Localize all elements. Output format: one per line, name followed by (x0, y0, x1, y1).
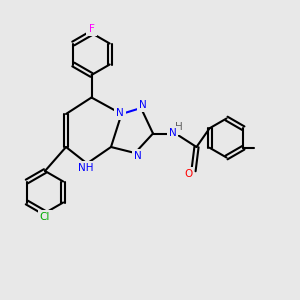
Text: NH: NH (78, 163, 93, 173)
Text: N: N (116, 107, 124, 118)
Text: Cl: Cl (40, 212, 50, 223)
Text: O: O (184, 169, 192, 179)
Text: F: F (88, 23, 94, 34)
Text: N: N (139, 100, 146, 110)
Text: H: H (175, 122, 183, 133)
Text: N: N (169, 128, 176, 138)
Text: N: N (134, 151, 142, 161)
